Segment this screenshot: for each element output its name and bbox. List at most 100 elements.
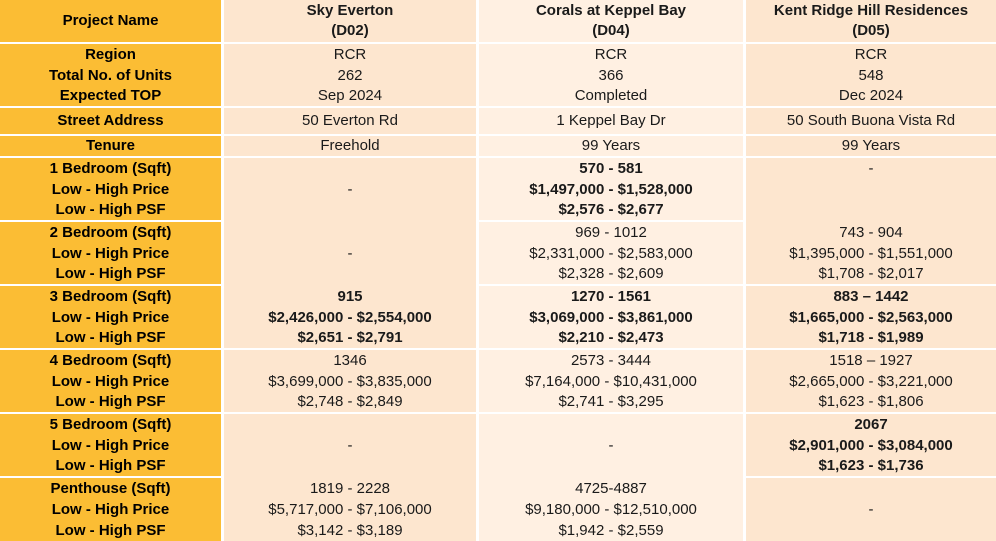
- table-cell: -: [746, 158, 996, 179]
- row-label: Low - High PSF: [0, 200, 224, 222]
- table-cell: 883 – 1442: [746, 286, 996, 307]
- table-cell: $2,426,000 - $2,554,000: [224, 307, 476, 328]
- table-cell: 50 South Buona Vista Rd: [746, 108, 996, 136]
- table-cell: 50 Everton Rd: [224, 108, 476, 136]
- project-name: Corals at Keppel Bay: [535, 2, 687, 19]
- project-header-kent-ridge: Kent Ridge Hill Residences (D05): [746, 0, 996, 44]
- table-cell: 570 - 581: [476, 158, 746, 179]
- units-row: Total No. of Units 262 366 548: [0, 65, 996, 86]
- project-district: (D02): [331, 22, 369, 39]
- table-cell: -: [224, 158, 476, 222]
- project-district: (D04): [592, 22, 630, 39]
- table-cell: $1,497,000 - $1,528,000: [476, 179, 746, 200]
- table-cell: [746, 179, 996, 222]
- project-header-corals: Corals at Keppel Bay (D04): [476, 0, 746, 44]
- penthouse-sqft-row: Penthouse (Sqft) 1819 - 2228 4725-4887 -: [0, 478, 996, 541]
- table-cell: $5,717,000 - $7,106,000: [224, 499, 476, 520]
- project-name: Sky Everton: [306, 2, 394, 19]
- table-cell: 262: [224, 65, 476, 86]
- table-cell: Dec 2024: [746, 86, 996, 108]
- table-cell: $2,741 - $3,295: [476, 392, 746, 414]
- row-label: 5 Bedroom (Sqft): [0, 414, 224, 435]
- bedroom-2-sqft-row: 2 Bedroom (Sqft) - 969 - 1012 743 - 904: [0, 222, 996, 286]
- table-cell: $2,576 - $2,677: [476, 200, 746, 222]
- penthouse-price-row: Low - High Price $5,717,000 - $7,106,000…: [0, 499, 996, 520]
- table-cell: -: [746, 478, 996, 541]
- row-label: Low - High PSF: [0, 520, 224, 541]
- table-cell: $1,623 - $1,806: [746, 392, 996, 414]
- table-cell: RCR: [224, 44, 476, 65]
- row-label: Low - High Price: [0, 179, 224, 200]
- bedroom-1-price-row: Low - High Price $1,497,000 - $1,528,000: [0, 179, 996, 222]
- table-cell: 99 Years: [746, 136, 996, 158]
- table-cell: $2,665,000 - $3,221,000: [746, 371, 996, 392]
- table-cell: 2573 - 3444: [476, 350, 746, 371]
- bedroom-4-psf-row: Low - High PSF $2,748 - $2,849 $2,741 - …: [0, 392, 996, 414]
- row-label: Low - High Price: [0, 371, 224, 392]
- row-label: Tenure: [0, 136, 224, 158]
- table-cell: $2,331,000 - $2,583,000: [476, 243, 746, 264]
- row-label: 2 Bedroom (Sqft): [0, 222, 224, 243]
- table-cell: 99 Years: [476, 136, 746, 158]
- row-label: Expected TOP: [0, 86, 224, 108]
- bedroom-1-psf-row: Low - High PSF $2,576 - $2,677: [0, 200, 996, 222]
- bedroom-2-price-row: Low - High Price $2,331,000 - $2,583,000…: [0, 243, 996, 264]
- table-cell: RCR: [476, 44, 746, 65]
- bedroom-5-price-row: Low - High Price $2,901,000 - $3,084,000: [0, 435, 996, 456]
- row-label: 1 Bedroom (Sqft): [0, 158, 224, 179]
- top-row: Expected TOP Sep 2024 Completed Dec 2024: [0, 86, 996, 108]
- table-cell: $1,395,000 - $1,551,000: [746, 243, 996, 264]
- table-cell: 1819 - 2228: [224, 478, 476, 499]
- table-cell: 4725-4887: [476, 478, 746, 499]
- row-label: Region: [0, 44, 224, 65]
- bedroom-3-sqft-row: 3 Bedroom (Sqft) 915 1270 - 1561 883 – 1…: [0, 286, 996, 307]
- row-label: Low - High Price: [0, 499, 224, 520]
- row-label: Low - High PSF: [0, 264, 224, 286]
- bedroom-4-price-row: Low - High Price $3,699,000 - $3,835,000…: [0, 371, 996, 392]
- bedroom-5-sqft-row: 5 Bedroom (Sqft) - - 2067: [0, 414, 996, 478]
- row-label: Low - High PSF: [0, 456, 224, 478]
- table-cell: $9,180,000 - $12,510,000: [476, 499, 746, 520]
- table-cell: 366: [476, 65, 746, 86]
- table-cell: -: [476, 414, 746, 478]
- table-cell: $2,651 - $2,791: [224, 328, 476, 350]
- table-cell: Completed: [476, 86, 746, 108]
- row-label: Low - High PSF: [0, 392, 224, 414]
- bedroom-2-psf-row: Low - High PSF $2,328 - $2,609 $1,708 - …: [0, 264, 996, 286]
- table-cell: $2,328 - $2,609: [476, 264, 746, 286]
- row-label: Street Address: [0, 108, 224, 136]
- table-cell: 743 - 904: [746, 222, 996, 243]
- bedroom-3-psf-row: Low - High PSF $2,651 - $2,791 $2,210 - …: [0, 328, 996, 350]
- table-cell: RCR: [746, 44, 996, 65]
- header-row: Project Name Sky Everton (D02) Corals at…: [0, 0, 996, 44]
- table-cell: 1 Keppel Bay Dr: [476, 108, 746, 136]
- row-label: Low - High Price: [0, 243, 224, 264]
- table-cell: $2,901,000 - $3,084,000: [746, 435, 996, 456]
- table-cell: Sep 2024: [224, 86, 476, 108]
- project-name: Kent Ridge Hill Residences: [773, 2, 969, 19]
- tenure-row: Tenure Freehold 99 Years 99 Years: [0, 136, 996, 158]
- table-cell: $1,708 - $2,017: [746, 264, 996, 286]
- row-label: Low - High Price: [0, 307, 224, 328]
- table-cell: $1,942 - $2,559: [476, 520, 746, 541]
- table-cell: $1,718 - $1,989: [746, 328, 996, 350]
- project-header-sky-everton: Sky Everton (D02): [224, 0, 476, 44]
- bedroom-3-price-row: Low - High Price $2,426,000 - $2,554,000…: [0, 307, 996, 328]
- table-cell: 1518 – 1927: [746, 350, 996, 371]
- table-cell: $7,164,000 - $10,431,000: [476, 371, 746, 392]
- table-cell: $1,623 - $1,736: [746, 456, 996, 478]
- table-cell: 1346: [224, 350, 476, 371]
- table-cell: $2,210 - $2,473: [476, 328, 746, 350]
- table-cell: 1270 - 1561: [476, 286, 746, 307]
- row-label: Project Name: [0, 0, 224, 44]
- project-district: (D05): [852, 22, 890, 39]
- table-cell: 548: [746, 65, 996, 86]
- table-cell: 915: [224, 286, 476, 307]
- table-cell: Freehold: [224, 136, 476, 158]
- table-cell: $3,699,000 - $3,835,000: [224, 371, 476, 392]
- row-label: Low - High Price: [0, 435, 224, 456]
- table-cell: $2,748 - $2,849: [224, 392, 476, 414]
- row-label: Low - High PSF: [0, 328, 224, 350]
- table-cell: $3,142 - $3,189: [224, 520, 476, 541]
